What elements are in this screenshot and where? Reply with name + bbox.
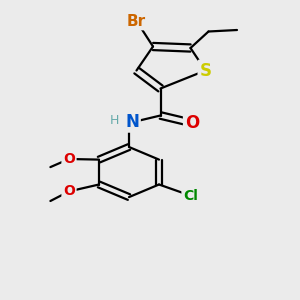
- Text: O: O: [63, 184, 75, 198]
- Text: S: S: [200, 61, 211, 80]
- Text: O: O: [185, 114, 199, 132]
- Text: Br: Br: [127, 14, 146, 28]
- Text: H: H: [110, 114, 119, 127]
- Text: N: N: [126, 113, 140, 131]
- Text: Cl: Cl: [183, 189, 198, 202]
- Text: O: O: [63, 152, 75, 166]
